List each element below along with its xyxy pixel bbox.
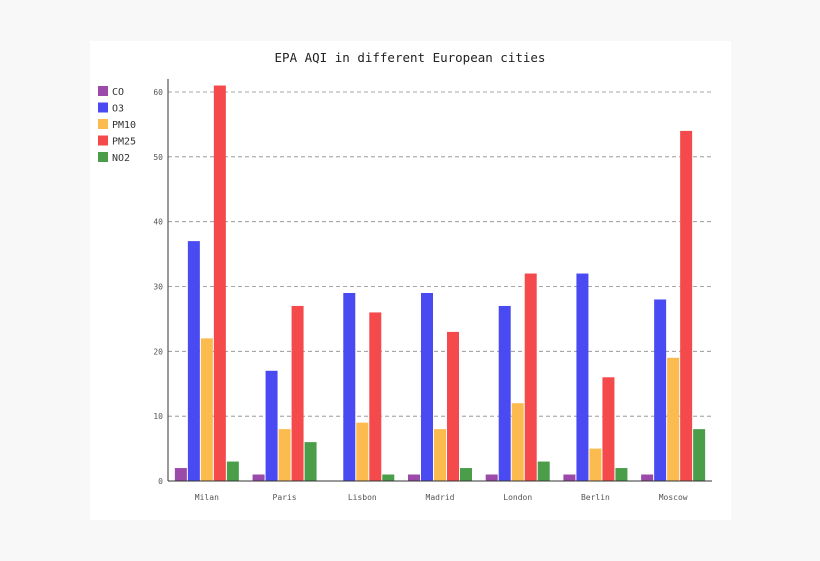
x-tick-label: London (503, 493, 532, 502)
bar-o3-berlin (576, 273, 589, 481)
chart-title: EPA AQI in different European cities (275, 50, 546, 65)
bar-pm10-milan (200, 338, 213, 481)
legend-label-co: CO (112, 87, 124, 98)
legend-swatch-pm25 (98, 135, 108, 146)
bar-o3-moscow (654, 299, 667, 481)
bar-pm25-london (524, 273, 537, 481)
chart-card: EPA AQI in different European cities 0 10… (90, 41, 731, 520)
bar-o3-madrid (421, 292, 433, 481)
bar-no2-paris (304, 442, 317, 481)
bars-group (174, 85, 706, 481)
bar-pm10-lisbon (356, 422, 369, 481)
bar-pm25-berlin (602, 377, 615, 481)
bar-pm25-moscow (680, 130, 693, 481)
axes (167, 79, 712, 482)
y-tick-label: 10 (153, 412, 163, 421)
bar-co-madrid (408, 474, 420, 481)
bar-no2-lisbon (382, 474, 395, 481)
y-tick-label: 60 (153, 88, 163, 97)
x-tick-labels: Milan Paris Lisbon Madrid London Berlin Moscow (195, 493, 688, 502)
legend-swatch-no2 (98, 152, 108, 162)
y-tick-labels: 0 10 20 30 40 50 60 (153, 88, 163, 486)
bar-co-london (485, 474, 498, 481)
y-tick-label: 30 (153, 283, 163, 292)
bar-pm10-madrid (434, 429, 446, 481)
bar-pm10-london (511, 403, 524, 481)
legend-swatch-pm10 (98, 119, 108, 129)
y-tick-label: 40 (153, 218, 163, 227)
bar-o3-paris (265, 370, 278, 481)
bar-chart: EPA AQI in different European cities 0 10… (98, 50, 712, 502)
legend-swatch-co (98, 86, 108, 96)
legend-label-pm10: PM10 (112, 120, 136, 131)
bar-pm10-moscow (667, 357, 680, 481)
bar-no2-london (537, 461, 550, 481)
bar-pm10-paris (278, 429, 291, 481)
bar-pm25-madrid (447, 331, 459, 481)
x-tick-label: Milan (195, 493, 219, 502)
y-tick-label: 20 (153, 347, 163, 356)
grid-lines (168, 91, 712, 417)
bar-o3-lisbon (343, 292, 356, 481)
legend-swatch-o3 (98, 102, 108, 113)
bar-co-berlin (563, 474, 576, 481)
legend: CO O3 PM10 PM25 NO2 (98, 86, 136, 164)
bar-pm10-berlin (589, 448, 602, 481)
legend-label-pm25: PM25 (112, 137, 136, 148)
bar-o3-milan (187, 241, 200, 481)
legend-label-o3: O3 (112, 104, 124, 115)
bar-pm25-milan (213, 85, 226, 481)
x-tick-label: Moscow (659, 493, 688, 502)
bar-pm25-lisbon (369, 312, 382, 481)
bar-co-moscow (641, 474, 654, 481)
y-tick-label: 50 (153, 153, 163, 162)
x-tick-label: Lisbon (348, 493, 377, 502)
bar-no2-moscow (693, 429, 706, 481)
x-tick-label: Berlin (581, 493, 610, 502)
x-tick-label: Madrid (426, 493, 455, 502)
legend-label-no2: NO2 (112, 153, 130, 164)
bar-co-paris (252, 474, 265, 481)
y-tick-label: 0 (158, 477, 163, 486)
x-tick-label: Paris (273, 493, 297, 502)
bar-no2-berlin (615, 468, 628, 481)
bar-no2-madrid (460, 468, 472, 481)
bar-no2-milan (226, 461, 239, 481)
bar-o3-london (498, 305, 511, 481)
bar-co-milan (174, 468, 187, 481)
bar-pm25-paris (291, 305, 304, 481)
